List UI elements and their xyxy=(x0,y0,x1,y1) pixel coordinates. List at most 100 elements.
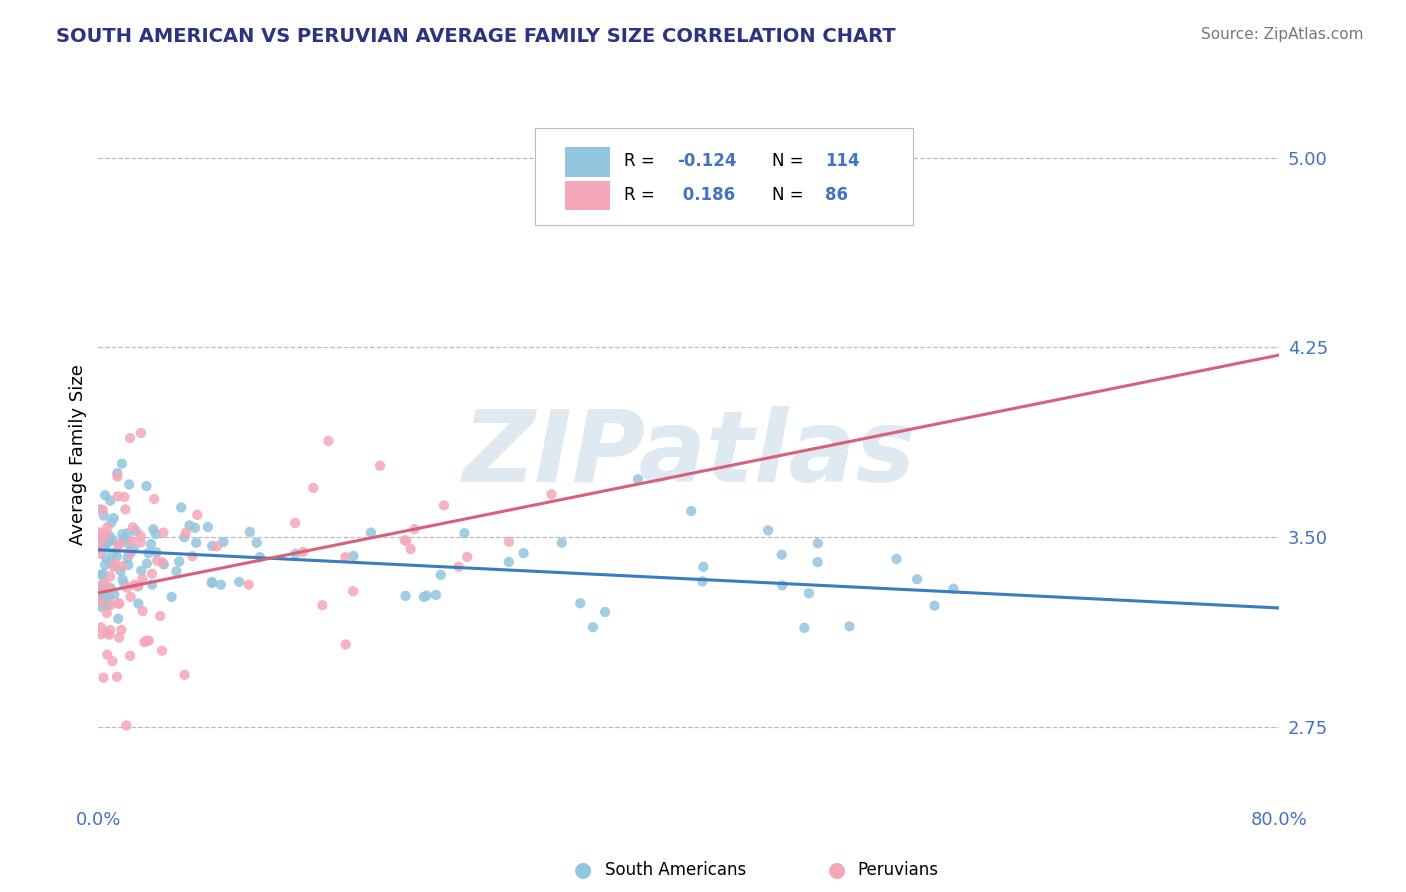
Point xyxy=(98,628,121,642)
Point xyxy=(90,627,112,641)
Point xyxy=(90,592,112,607)
Point xyxy=(107,596,129,610)
Point xyxy=(238,577,260,591)
Point xyxy=(249,550,271,565)
Point xyxy=(186,536,208,550)
Text: Peruvians: Peruvians xyxy=(858,861,939,879)
Point xyxy=(93,584,115,599)
Point xyxy=(627,472,650,486)
Point xyxy=(89,567,111,582)
Point xyxy=(96,551,118,566)
Point xyxy=(91,578,114,592)
Point xyxy=(179,518,201,533)
Text: South Americans: South Americans xyxy=(605,861,745,879)
Point xyxy=(89,579,111,593)
Point xyxy=(98,623,121,637)
Point xyxy=(173,530,195,544)
Point xyxy=(115,581,138,595)
Point xyxy=(90,502,112,516)
Text: ●: ● xyxy=(575,860,592,880)
Point xyxy=(692,574,714,589)
Point xyxy=(117,551,139,566)
Point xyxy=(135,557,157,571)
Point xyxy=(90,594,112,608)
Point xyxy=(186,508,208,522)
Point xyxy=(152,558,174,572)
Point xyxy=(103,559,125,574)
Point xyxy=(111,559,134,574)
Text: 0.186: 0.186 xyxy=(678,186,735,203)
Point xyxy=(201,574,224,589)
Point xyxy=(97,626,120,640)
Point xyxy=(94,576,117,591)
Point xyxy=(100,581,122,595)
Point xyxy=(108,537,131,551)
Point xyxy=(318,434,340,448)
Point xyxy=(100,598,122,612)
Point xyxy=(107,489,129,503)
Point xyxy=(111,573,134,587)
Point xyxy=(239,524,262,539)
Point xyxy=(89,532,111,546)
Point xyxy=(96,520,118,534)
Point xyxy=(114,502,136,516)
Point xyxy=(93,671,115,685)
Text: 86: 86 xyxy=(825,186,848,203)
Point xyxy=(105,466,128,480)
Point xyxy=(905,572,928,586)
Y-axis label: Average Family Size: Average Family Size xyxy=(69,365,87,545)
Point xyxy=(360,525,382,540)
Point xyxy=(335,550,357,565)
Point xyxy=(89,528,111,542)
Point xyxy=(107,612,129,626)
Point xyxy=(96,606,118,620)
Point xyxy=(569,596,592,610)
Point xyxy=(139,537,162,551)
Point xyxy=(447,559,470,574)
Point xyxy=(138,546,160,560)
Point xyxy=(91,503,114,517)
FancyBboxPatch shape xyxy=(565,181,610,210)
Point xyxy=(121,520,143,534)
Point xyxy=(924,599,946,613)
Point xyxy=(150,644,173,658)
Point xyxy=(101,654,124,668)
Point xyxy=(201,539,224,553)
Point xyxy=(498,534,520,549)
Point xyxy=(770,548,793,562)
Point xyxy=(181,549,204,564)
Point xyxy=(395,533,418,548)
Point xyxy=(91,532,114,546)
Point xyxy=(201,576,224,591)
Point xyxy=(342,549,364,563)
Point xyxy=(98,529,121,543)
Point xyxy=(111,457,134,471)
Point xyxy=(143,491,166,506)
Point xyxy=(335,638,357,652)
Text: N =: N = xyxy=(772,153,808,170)
Point xyxy=(112,576,135,591)
Point xyxy=(89,533,111,548)
Text: R =: R = xyxy=(624,186,659,203)
Point xyxy=(342,584,364,599)
Point xyxy=(115,718,138,732)
Point xyxy=(97,590,120,604)
Point xyxy=(89,541,111,555)
Point xyxy=(93,540,115,554)
Point xyxy=(145,527,167,541)
Point xyxy=(120,546,142,560)
Point xyxy=(100,516,122,530)
Point xyxy=(228,574,250,589)
Point xyxy=(129,425,152,440)
Point xyxy=(90,620,112,634)
Point xyxy=(127,579,149,593)
Point xyxy=(90,599,112,614)
Point xyxy=(138,633,160,648)
Point xyxy=(394,589,416,603)
Point xyxy=(111,527,134,541)
Point xyxy=(142,522,165,536)
Point xyxy=(94,541,117,555)
Point xyxy=(512,546,534,560)
Text: Source: ZipAtlas.com: Source: ZipAtlas.com xyxy=(1201,27,1364,42)
Point xyxy=(108,631,131,645)
